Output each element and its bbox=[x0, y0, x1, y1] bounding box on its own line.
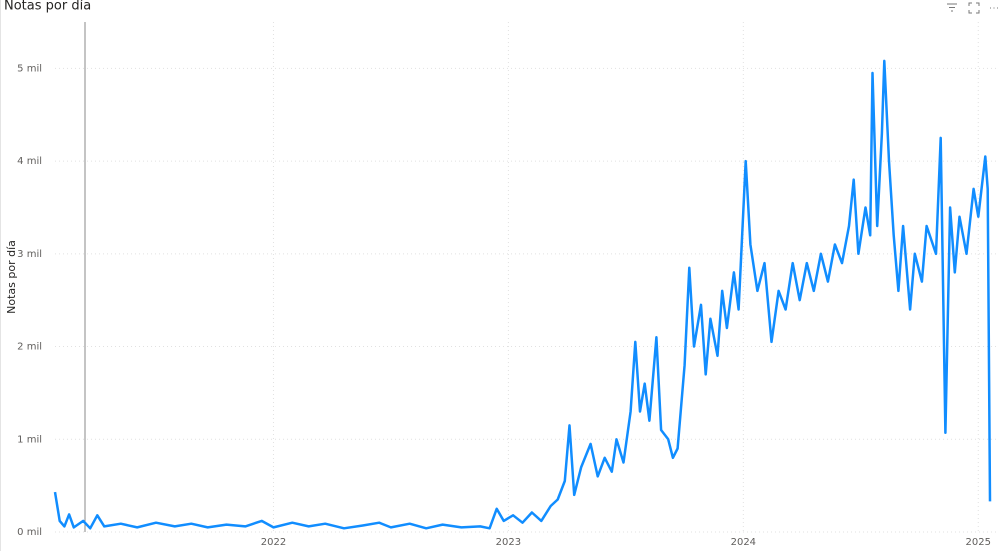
y-tick-label: 3 mil bbox=[17, 249, 42, 260]
y-tick-label: 5 mil bbox=[17, 63, 42, 74]
visual-header-icons[interactable] bbox=[947, 2, 998, 14]
x-tick-label: 2022 bbox=[261, 537, 286, 548]
y-tick-label: 0 mil bbox=[17, 527, 42, 538]
chart-title: Notas por día bbox=[4, 0, 91, 14]
filter-icon[interactable] bbox=[947, 3, 957, 12]
x-tick-label: 2023 bbox=[496, 537, 521, 548]
x-tick-label: 2025 bbox=[966, 537, 991, 548]
focus-icon[interactable] bbox=[968, 2, 980, 14]
y-axis-label: Notas por día bbox=[5, 240, 18, 314]
y-tick-label: 1 mil bbox=[17, 434, 42, 445]
x-tick-label: 2024 bbox=[731, 537, 756, 548]
y-tick-label: 4 mil bbox=[17, 156, 42, 167]
data-line bbox=[53, 59, 992, 530]
y-tick-label: 2 mil bbox=[17, 342, 42, 353]
